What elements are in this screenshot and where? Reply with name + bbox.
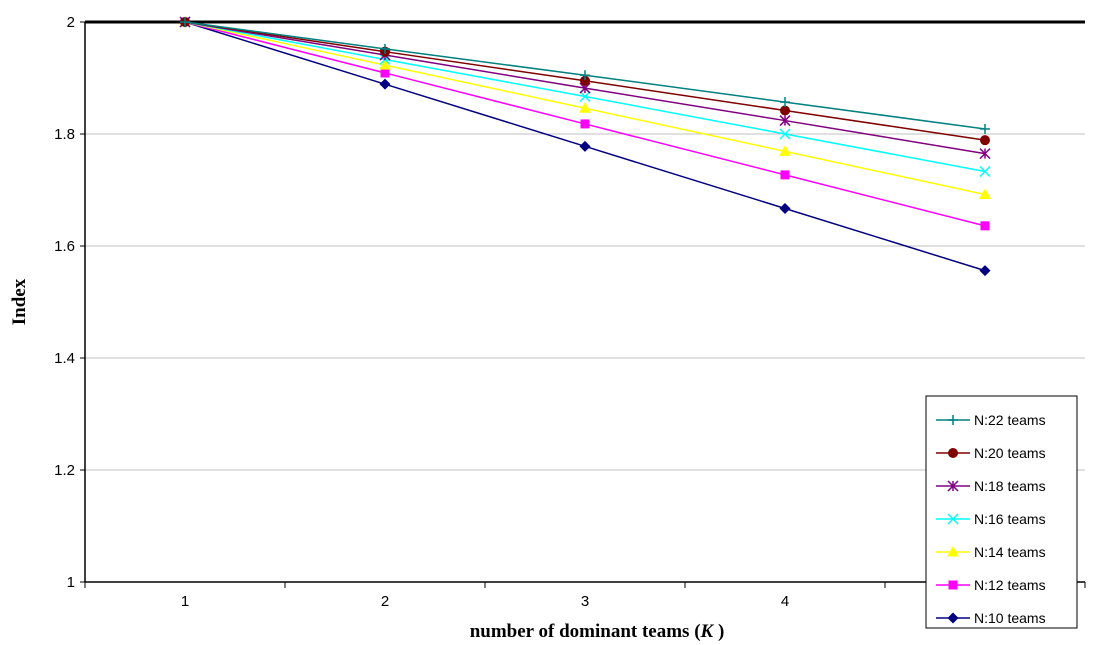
legend-marker-2 bbox=[947, 480, 959, 492]
y-tick-label-0: 1 bbox=[67, 574, 75, 591]
series-4-point-2 bbox=[579, 102, 591, 113]
series-3-point-3 bbox=[779, 128, 791, 140]
legend-marker-3 bbox=[947, 513, 959, 525]
series-0-point-0 bbox=[180, 17, 190, 27]
y-tick-label-5: 2 bbox=[67, 14, 75, 31]
x-tick-label-1: 2 bbox=[381, 593, 389, 610]
axes bbox=[80, 20, 1086, 588]
series-layer bbox=[179, 16, 991, 277]
y-tick-labels: 1 1.2 1.4 1.6 1.8 2 bbox=[54, 14, 75, 591]
series-2-point-3 bbox=[779, 115, 791, 127]
legend: N:22 teams N:20 teams N:18 teams N:16 teams… bbox=[925, 395, 1078, 629]
series-5-point-4 bbox=[980, 221, 990, 231]
y-tick-label-2: 1.4 bbox=[54, 350, 75, 367]
series-0-point-3 bbox=[780, 97, 790, 108]
y-tick-label-3: 1.6 bbox=[54, 238, 75, 255]
x-axis-title: number of dominant teams (K ) bbox=[470, 621, 725, 642]
series-5-point-2 bbox=[580, 119, 590, 129]
x-tick-label-3: 4 bbox=[781, 593, 789, 610]
y-tick-label-1: 1.2 bbox=[54, 462, 75, 479]
series-6-point-3 bbox=[779, 202, 791, 214]
legend-label-2: N:18 teams bbox=[974, 478, 1046, 494]
series-5-point-1 bbox=[380, 68, 390, 78]
series-3-point-2 bbox=[579, 90, 591, 103]
series-0-point-2 bbox=[580, 70, 590, 81]
legend-marker-4 bbox=[947, 546, 959, 557]
x-axis-title-text: number of dominant teams ( bbox=[470, 621, 701, 642]
series-6-point-1 bbox=[379, 78, 391, 90]
legend-label-3: N:16 teams bbox=[974, 511, 1046, 527]
legend-label-1: N:20 teams bbox=[974, 445, 1046, 461]
x-axis-title-variable: K bbox=[700, 621, 715, 642]
series-6-point-4 bbox=[979, 265, 991, 277]
series-6-point-2 bbox=[579, 140, 591, 152]
series-1-point-4 bbox=[980, 135, 990, 146]
series-4-point-1 bbox=[379, 59, 391, 70]
x-axis-title-suffix: ) bbox=[713, 621, 724, 642]
legend-marker-1 bbox=[948, 448, 958, 458]
legend-label-5: N:12 teams bbox=[974, 577, 1046, 593]
series-3-point-4 bbox=[979, 165, 991, 178]
legend-marker-6 bbox=[947, 612, 959, 624]
series-1-point-3 bbox=[780, 105, 790, 116]
y-axis-title: Index bbox=[9, 278, 30, 325]
series-0-point-1 bbox=[380, 43, 390, 54]
legend-marker-5 bbox=[948, 580, 958, 590]
legend-label-0: N:22 teams bbox=[974, 412, 1046, 428]
y-tick-label-4: 1.8 bbox=[54, 126, 75, 143]
series-4-point-4 bbox=[979, 188, 991, 199]
x-tick-label-0: 1 bbox=[181, 593, 189, 610]
legend-label-6: N:10 teams bbox=[974, 610, 1046, 626]
series-5 bbox=[180, 17, 990, 231]
legend-label-4: N:14 teams bbox=[974, 544, 1046, 560]
x-tick-labels: 12345 bbox=[181, 593, 989, 610]
series-4-point-3 bbox=[779, 145, 791, 156]
legend-marker-0 bbox=[948, 415, 958, 425]
grid-lines bbox=[85, 133, 1085, 471]
series-5-point-3 bbox=[780, 170, 790, 180]
series-6 bbox=[179, 16, 991, 277]
x-tick-label-2: 3 bbox=[581, 593, 589, 610]
series-0-point-4 bbox=[980, 123, 990, 134]
series-2-point-4 bbox=[979, 148, 991, 160]
series-0 bbox=[180, 17, 990, 134]
